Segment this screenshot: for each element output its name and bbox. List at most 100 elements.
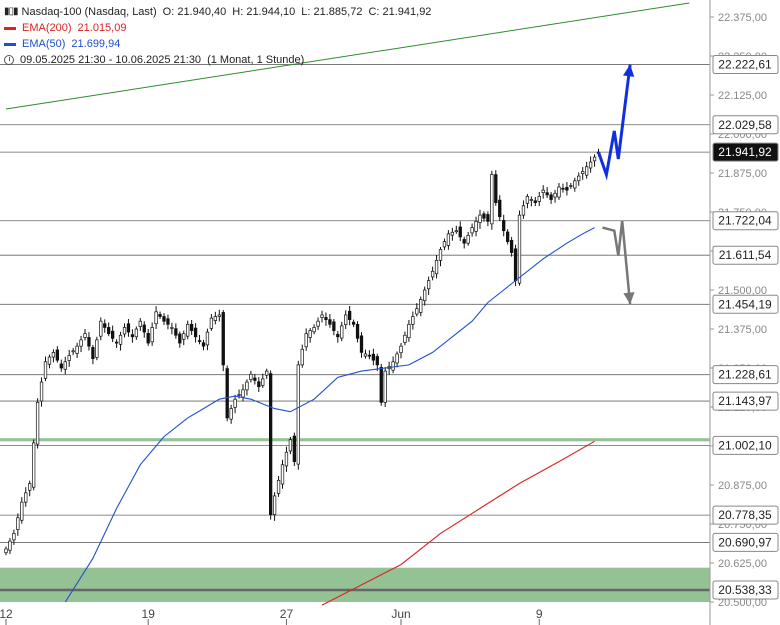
- candle-type-icon: ▮▯▮: [4, 6, 18, 17]
- candle: [118, 331, 123, 351]
- candle-body: [154, 311, 158, 325]
- candle: [351, 319, 356, 328]
- candle-body: [91, 347, 95, 359]
- candle-body: [312, 327, 316, 333]
- candle-body: [225, 368, 229, 419]
- price-label-9: 20.778,35: [712, 505, 779, 525]
- y-tick-label: 21.500,00: [718, 285, 767, 297]
- candle: [517, 210, 522, 286]
- candle: [584, 161, 589, 179]
- candle: [430, 266, 435, 281]
- candle: [407, 319, 411, 342]
- candle-body: [190, 323, 194, 331]
- instrument-name: Nasdaq-100 (Nasdaq, Last): [21, 6, 157, 18]
- price-label-text: 21.228,61: [718, 368, 772, 382]
- price-label-text: 21.941,92: [718, 145, 772, 159]
- candle: [403, 331, 407, 346]
- candle-body: [193, 327, 198, 338]
- candle-body: [158, 313, 162, 317]
- candle: [186, 320, 190, 340]
- candle-body: [182, 333, 186, 340]
- candle-body: [146, 333, 150, 344]
- ema50-path: [64, 227, 595, 603]
- candlestick-series: [4, 148, 601, 556]
- candle: [59, 359, 63, 372]
- price-label-7: 21.143,97: [712, 391, 779, 411]
- candle-body: [316, 320, 320, 327]
- candle-body: [454, 230, 458, 233]
- x-tick-label: 19: [142, 607, 156, 621]
- candle: [454, 225, 458, 234]
- price-label-box: [712, 365, 779, 385]
- candle-body: [379, 367, 383, 403]
- candle: [91, 344, 95, 365]
- candle: [557, 182, 561, 200]
- candle-body: [545, 192, 549, 196]
- candle: [462, 236, 466, 249]
- support-zone-0: [0, 567, 710, 602]
- candle-body: [35, 401, 40, 445]
- candle-body: [336, 333, 340, 338]
- candle-body: [142, 324, 146, 333]
- candle: [336, 330, 340, 343]
- candle: [466, 231, 470, 246]
- x-tick-label: Jun: [391, 607, 410, 621]
- support-zone-1: [0, 438, 710, 442]
- candle: [95, 336, 99, 361]
- projection-down-arrow-head: [623, 292, 635, 305]
- candle: [31, 439, 36, 491]
- candle: [233, 394, 237, 414]
- candle-body: [4, 548, 8, 554]
- candle-body: [466, 235, 470, 244]
- candle: [545, 187, 549, 198]
- candle-body: [581, 171, 585, 174]
- candle: [423, 286, 427, 306]
- candle-body: [351, 321, 356, 325]
- candle-body: [261, 378, 265, 386]
- candle: [63, 356, 67, 375]
- candle: [166, 314, 170, 330]
- candle-body: [166, 318, 170, 325]
- price-label-box: [712, 245, 779, 265]
- candle: [75, 342, 79, 359]
- candle: [474, 216, 478, 237]
- candle: [241, 384, 245, 402]
- candle-body: [110, 330, 115, 339]
- price-label-text: 20.538,33: [718, 583, 772, 597]
- candle-body: [265, 370, 269, 376]
- candle-body: [375, 356, 379, 366]
- candle-body: [308, 330, 312, 338]
- candle-body: [114, 341, 119, 344]
- candle: [146, 329, 150, 346]
- candle-body: [249, 373, 253, 380]
- candle: [419, 296, 423, 317]
- candle: [577, 172, 581, 186]
- candle-body: [478, 214, 482, 223]
- candle: [363, 349, 368, 359]
- ema200-path: [321, 440, 595, 606]
- candle-body: [458, 226, 462, 238]
- candle: [553, 189, 557, 203]
- candle: [588, 156, 593, 173]
- candle: [541, 185, 545, 199]
- candle: [592, 154, 597, 167]
- candle: [486, 211, 490, 227]
- candle-body: [482, 213, 486, 219]
- candle-body: [348, 310, 352, 320]
- candle: [79, 335, 83, 353]
- candle-body: [359, 335, 364, 353]
- candle-body: [150, 327, 154, 343]
- candle-body: [237, 394, 241, 396]
- price-label-3: 21.722,04: [712, 211, 779, 231]
- candle: [324, 312, 328, 326]
- candle: [158, 311, 162, 320]
- candle: [308, 328, 312, 343]
- candle-body: [332, 321, 336, 331]
- candle-body: [99, 320, 103, 337]
- projection-down-arrow: [602, 220, 632, 305]
- candle-body: [296, 364, 300, 465]
- price-label-0: 22.222,61: [712, 55, 779, 75]
- candle: [320, 310, 324, 323]
- price-label-box: [712, 580, 779, 600]
